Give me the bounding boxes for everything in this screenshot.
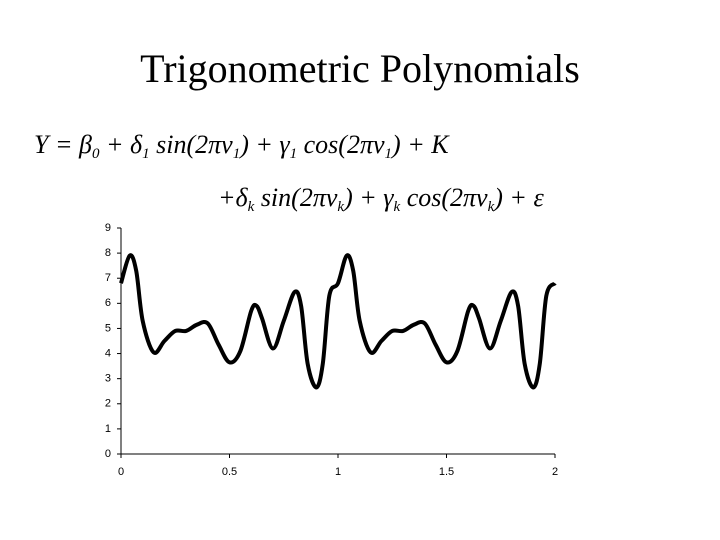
x-tick-label: 1	[335, 466, 341, 478]
equation-part: ) + γ	[342, 183, 394, 212]
y-tick-label: 1	[105, 423, 111, 435]
equation-subscript: 0	[92, 146, 100, 162]
equation-part: Y = β	[34, 130, 92, 159]
equation-part: sin(2πν	[150, 130, 234, 159]
equation-part: +δ	[218, 183, 249, 212]
x-tick-label: 0	[118, 466, 124, 478]
equation-subscript: 1	[385, 146, 393, 162]
y-tick-label: 4	[105, 347, 111, 359]
y-tick-label: 9	[105, 222, 111, 234]
equation-subscript: 1	[290, 146, 298, 162]
equation-part: ) + γ	[238, 130, 290, 159]
y-tick-label: 8	[105, 247, 111, 259]
equation-line: +δk sin(2πνk) + γk cos(2πνk) + ε	[218, 183, 544, 215]
equation-subscript: k	[337, 199, 344, 215]
equation-subscript: 1	[142, 146, 150, 162]
x-tick-label: 1.5	[439, 466, 454, 478]
y-tick-label: 2	[105, 398, 111, 410]
y-tick-label: 7	[105, 272, 111, 284]
equation-part: ) + K	[390, 130, 450, 159]
equation-subscript: 1	[233, 146, 241, 162]
y-tick-label: 3	[105, 373, 111, 385]
x-tick-label: 2	[552, 466, 558, 478]
equation-subscript: k	[394, 199, 401, 215]
equation-part: sin(2πν	[254, 183, 338, 212]
equation-part: cos(2πν	[400, 183, 488, 212]
data-line	[119, 253, 557, 390]
equation-subscript: k	[248, 199, 255, 215]
y-tick-label: 5	[105, 322, 111, 334]
equation-part: ) + ε	[492, 183, 544, 212]
y-tick-label: 6	[105, 297, 111, 309]
equation-subscript: k	[488, 199, 495, 215]
equation-part: cos(2πν	[297, 130, 385, 159]
y-tick-label: 0	[105, 448, 111, 460]
equation-part: + δ	[99, 130, 143, 159]
x-tick-label: 0.5	[222, 466, 237, 478]
equation-line: Y = β0 + δ1 sin(2πν1) + γ1 cos(2πν1) + K	[34, 130, 450, 162]
slide-title: Trigonometric Polynomials	[140, 46, 580, 91]
